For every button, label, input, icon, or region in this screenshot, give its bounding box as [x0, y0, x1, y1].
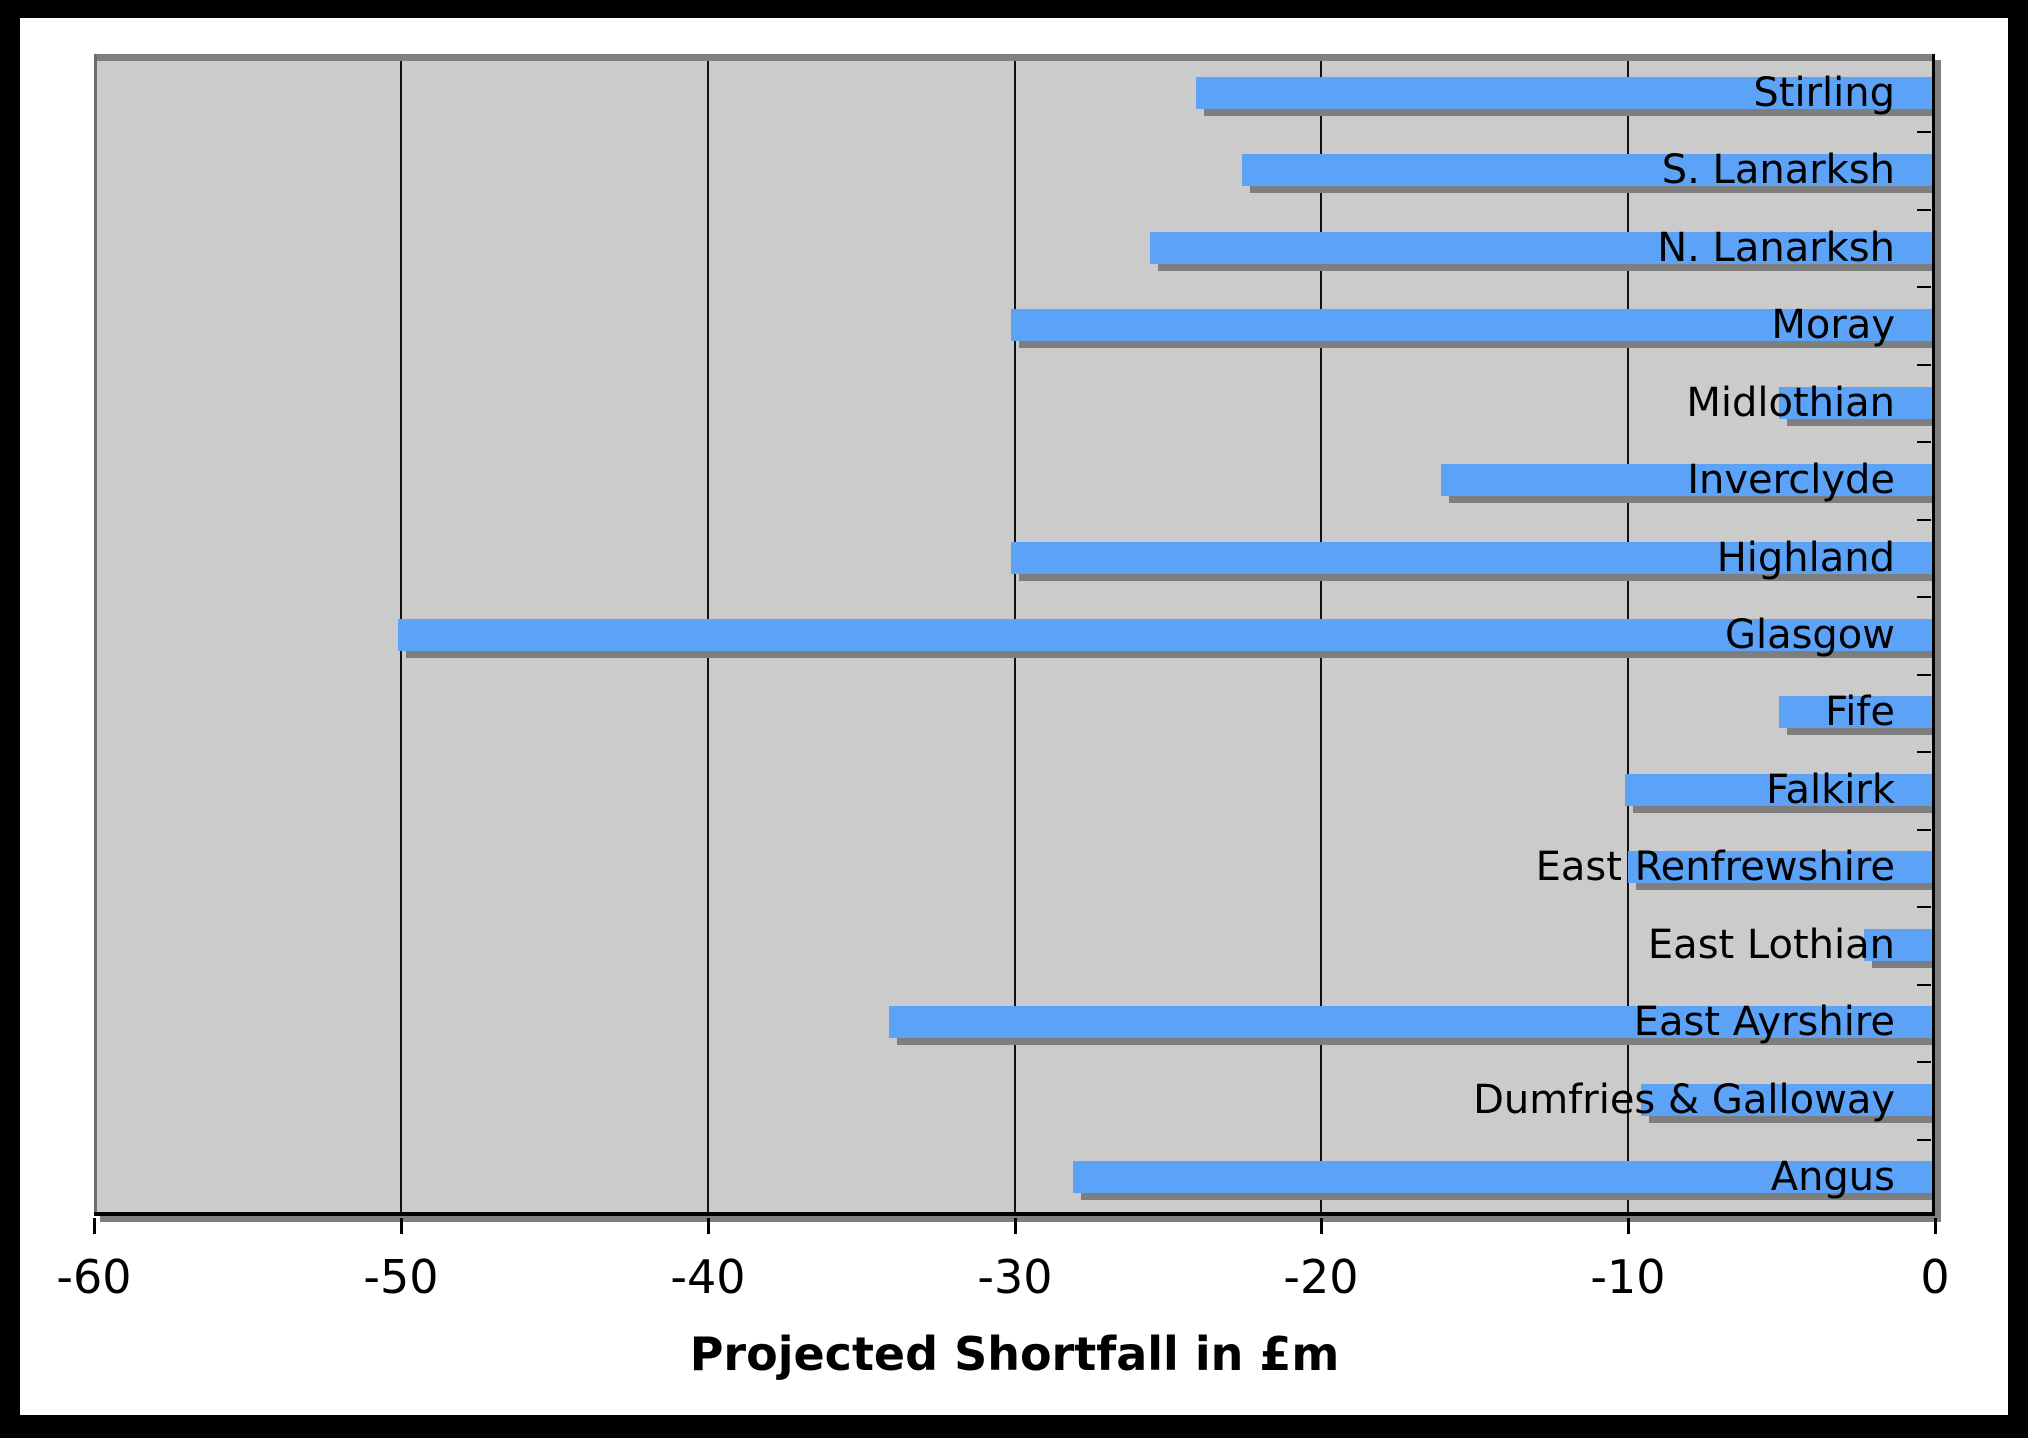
bar-n-lanarksh	[1150, 232, 1932, 264]
plot-shadow-right	[1935, 60, 1941, 1222]
bar-dumfries-galloway	[1641, 1084, 1932, 1116]
bar-moray	[1011, 309, 1932, 341]
category-label: Glasgow	[1724, 612, 1895, 658]
bar-s-lanarksh	[1242, 154, 1932, 186]
category-axis-tick	[1917, 906, 1931, 908]
x-axis-tick	[1320, 1218, 1323, 1234]
bar-falkirk	[1625, 774, 1932, 806]
category-label: Midlothian	[1686, 380, 1895, 426]
category-label: Inverclyde	[1687, 457, 1895, 503]
x-axis-tick	[707, 1218, 710, 1234]
x-axis-tick-label: -10	[1590, 1250, 1666, 1304]
bar-fife	[1779, 696, 1932, 728]
x-axis-tick	[1627, 1218, 1630, 1234]
plot-border-left	[94, 54, 97, 1216]
plot-shadow-bottom	[100, 1216, 1941, 1222]
bar-east-renfrewshire	[1628, 851, 1932, 883]
category-axis-tick	[1917, 286, 1931, 288]
category-axis-tick	[1917, 1061, 1931, 1063]
plot-border-top	[94, 54, 1935, 61]
category-axis-tick	[1917, 131, 1931, 133]
category-label: East Renfrewshire	[1535, 844, 1895, 890]
category-label: Falkirk	[1766, 767, 1895, 813]
bar-angus	[1073, 1161, 1932, 1193]
x-axis-tick	[400, 1218, 403, 1234]
bar-glasgow	[398, 619, 1932, 651]
category-axis-tick	[1917, 1139, 1931, 1141]
category-axis-tick	[1917, 674, 1931, 676]
category-axis-tick	[1917, 364, 1931, 366]
category-axis-tick	[1917, 984, 1931, 986]
category-label: Highland	[1716, 535, 1895, 581]
category-axis-tick	[1917, 441, 1931, 443]
category-label: East Ayrshire	[1633, 999, 1895, 1045]
bar-inverclyde	[1441, 464, 1932, 496]
bar-east-lothian	[1864, 929, 1932, 961]
x-axis-tick-label: -30	[977, 1250, 1053, 1304]
category-label: East Lothian	[1647, 922, 1895, 968]
x-axis-tick-label: -40	[670, 1250, 746, 1304]
bar-east-ayrshire	[889, 1006, 1932, 1038]
x-axis-tick-label: -20	[1283, 1250, 1359, 1304]
category-label: Stirling	[1753, 70, 1895, 116]
category-label: N. Lanarksh	[1657, 225, 1895, 271]
x-axis-tick	[1934, 1218, 1937, 1234]
value-axis-line	[94, 1212, 1935, 1216]
category-label: Dumfries & Galloway	[1473, 1077, 1895, 1123]
x-axis-title: Projected Shortfall in £m	[689, 1327, 1340, 1381]
x-axis-tick	[1014, 1218, 1017, 1234]
category-label: Fife	[1825, 689, 1895, 735]
category-axis-line	[1932, 54, 1935, 1216]
bar-stirling	[1196, 77, 1932, 109]
category-axis-tick	[1917, 596, 1931, 598]
category-axis-tick	[1917, 751, 1931, 753]
category-axis-tick	[1917, 829, 1931, 831]
x-axis-tick-label: -60	[56, 1250, 132, 1304]
plot-area: Stirling S. Lanarksh N. Lanarksh Moray Midlo…	[94, 54, 1935, 1216]
bar-midlothian	[1779, 387, 1932, 419]
category-axis-tick	[1917, 519, 1931, 521]
bar-highland	[1011, 542, 1932, 574]
category-label: Moray	[1771, 302, 1895, 348]
x-axis-tick-label: -50	[363, 1250, 439, 1304]
x-axis-tick-label: 0	[1920, 1250, 1950, 1304]
x-axis-tick	[93, 1218, 96, 1234]
category-label: Angus	[1770, 1154, 1895, 1200]
category-label: S. Lanarksh	[1661, 147, 1895, 193]
category-axis-tick	[1917, 209, 1931, 211]
